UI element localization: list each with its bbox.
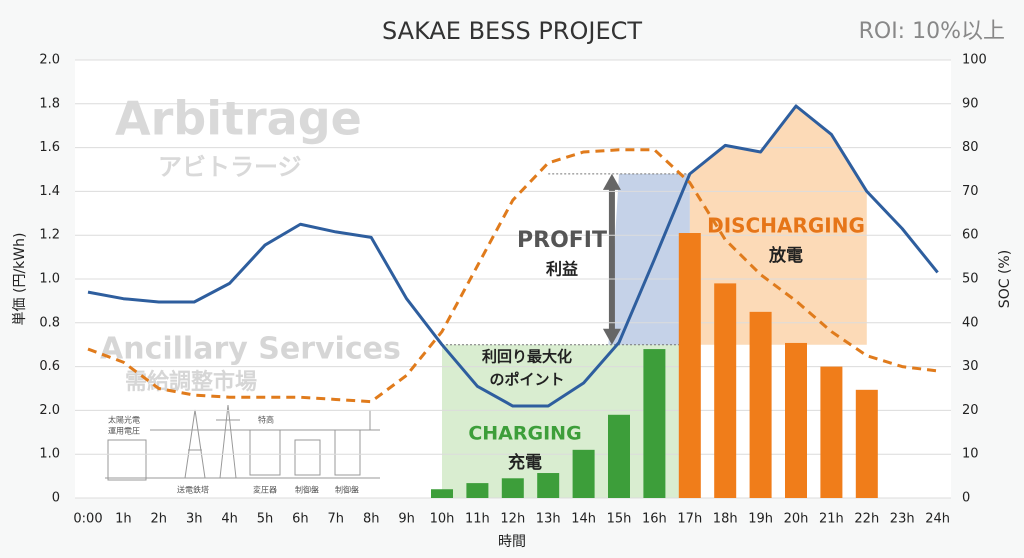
y-axis-label: 単価 (円/kWh) (12, 233, 28, 326)
x-tick-label: 14h (571, 512, 596, 527)
illustration-label: 変圧器 (253, 485, 277, 495)
y2-tick-label: 60 (962, 228, 979, 243)
y2-tick-label: 40 (962, 315, 979, 330)
y-tick-label: 1.8 (39, 96, 60, 111)
x-axis-label: 時間 (498, 534, 526, 550)
illustration-label: 送電鉄塔 (177, 485, 209, 495)
annotation: PROFIT (517, 228, 607, 253)
annotation: CHARGING (468, 423, 581, 445)
panel-box-1 (294, 439, 321, 476)
y-tick-label: 0.6 (39, 359, 60, 374)
bar (785, 342, 807, 498)
bar (537, 473, 560, 498)
illustration-label: 特高 (258, 415, 274, 425)
y-tick-label: 0.8 (39, 315, 60, 330)
x-tick-label: 21h (819, 512, 844, 527)
illustration: 太陽光電 運用電圧 特高 送電鉄塔 変圧器 制御盤 制御盤 (105, 404, 380, 495)
y-tick-label: 2.0 (39, 53, 60, 68)
annotation: 充電 (508, 452, 542, 473)
x-tick-label: 15h (607, 512, 632, 527)
x-tick-label: 18h (713, 512, 738, 527)
annotation: Ancillary Services (100, 332, 401, 367)
y2-tick-label: 50 (962, 272, 979, 287)
x-tick-label: 0:00 (73, 512, 102, 527)
illustration-label: 制御盤 (335, 485, 359, 495)
illustration-label: 太陽光電 (108, 415, 140, 425)
x-tick-label: 11h (465, 512, 490, 527)
bar (714, 283, 737, 498)
y2-tick-label: 0 (962, 491, 970, 506)
annotation: 利回り最大化 (482, 348, 572, 366)
y-tick-label: 1.4 (39, 184, 60, 199)
line (87, 104, 939, 408)
bar (820, 366, 843, 498)
y-tick-label: 1.0 (39, 447, 60, 462)
x-tick-label: 20h (784, 512, 809, 527)
bar (431, 489, 453, 498)
y2-tick-label: 100 (962, 53, 987, 68)
arrow-head (602, 328, 621, 345)
bar (608, 414, 630, 498)
x-tick-label: 3h (186, 512, 203, 527)
bar (678, 233, 701, 498)
y2-tick-label: 70 (962, 184, 979, 199)
y-tick-label: 2.0 (39, 403, 60, 418)
annotation: 利益 (546, 260, 578, 279)
annotation: DISCHARGING (707, 214, 865, 238)
profit-region (608, 173, 690, 345)
x-tick-label: 9h (398, 512, 415, 527)
bar (643, 349, 666, 498)
bar (501, 478, 524, 498)
x-tick-label: 12h (500, 512, 525, 527)
chart-title: SAKAE BESS PROJECT (382, 17, 642, 45)
annotation: のポイント (489, 371, 564, 389)
x-tick-label: 19h (748, 512, 773, 527)
annotation: アビトラージ (158, 153, 302, 181)
x-tick-label: 4h (221, 512, 238, 527)
wire (150, 410, 380, 431)
x-tick-label: 2h (151, 512, 168, 527)
y2-tick-label: 30 (962, 359, 979, 374)
arrow-head (602, 173, 621, 190)
annotation: 放電 (768, 245, 803, 266)
x-tick-label: 16h (642, 512, 667, 527)
line (87, 148, 938, 404)
x-tick-label: 24h (925, 512, 950, 527)
y2-axis-label: SOC (%) (997, 250, 1013, 308)
x-tick-label: 8h (363, 512, 380, 527)
x-tick-label: 17h (677, 512, 702, 527)
bar (572, 449, 595, 498)
x-tick-label: 13h (536, 512, 561, 527)
bar (749, 311, 772, 498)
solar-box (107, 439, 147, 481)
illustration-label: 運用電圧 (108, 427, 140, 436)
x-tick-label: 5h (257, 512, 274, 527)
y2-tick-label: 10 (962, 447, 979, 462)
x-tick-label: 6h (292, 512, 309, 527)
y-tick-label: 1.6 (39, 140, 60, 155)
y2-tick-label: 80 (962, 140, 979, 155)
annotation: Arbitrage (115, 92, 362, 146)
x-tick-label: 10h (430, 512, 455, 527)
roi-label: ROI: 10%以上 (859, 19, 1005, 44)
x-tick-label: 1h (115, 512, 132, 527)
y-tick-label: 1.0 (39, 272, 60, 287)
bar (466, 483, 489, 498)
x-tick-label: 23h (890, 512, 915, 527)
y-tick-label: 0 (52, 491, 60, 506)
bar (855, 389, 878, 498)
x-tick-label: 7h (328, 512, 345, 527)
annotation: 需給調整市場 (125, 369, 257, 395)
y-tick-label: 1.2 (39, 228, 60, 243)
x-tick-label: 22h (854, 512, 879, 527)
illustration-label: 制御盤 (295, 485, 319, 495)
y2-tick-label: 20 (962, 403, 979, 418)
y2-tick-label: 90 (962, 96, 979, 111)
